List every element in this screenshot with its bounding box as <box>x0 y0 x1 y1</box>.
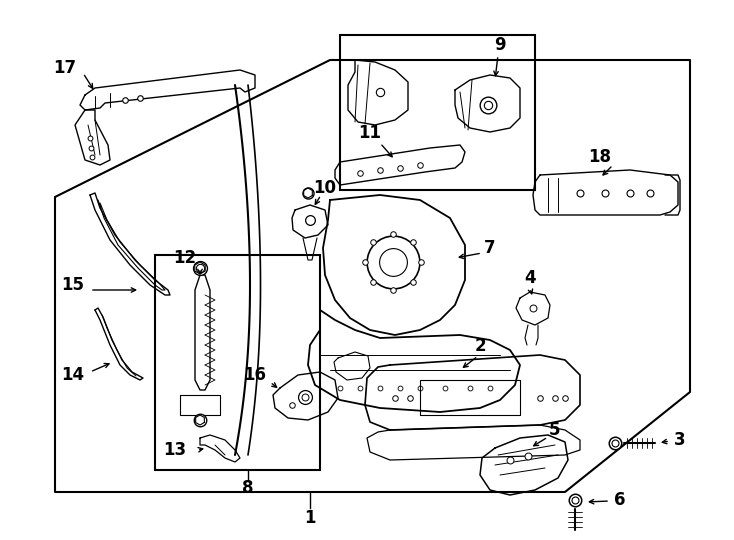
Text: 8: 8 <box>242 479 254 497</box>
Text: 11: 11 <box>358 124 382 142</box>
Text: 18: 18 <box>589 148 611 166</box>
Bar <box>155 255 320 470</box>
Text: 14: 14 <box>62 366 84 384</box>
Text: 3: 3 <box>675 431 686 449</box>
Text: 9: 9 <box>494 36 506 54</box>
Bar <box>340 35 535 190</box>
Text: 2: 2 <box>474 337 486 355</box>
Text: 12: 12 <box>173 249 197 267</box>
Text: 13: 13 <box>164 441 186 459</box>
Text: 4: 4 <box>524 269 536 287</box>
Text: 10: 10 <box>313 179 336 197</box>
Text: 6: 6 <box>614 491 626 509</box>
Text: 1: 1 <box>305 509 316 527</box>
Text: 7: 7 <box>484 239 495 257</box>
Text: 5: 5 <box>549 421 561 439</box>
Text: 16: 16 <box>244 366 266 384</box>
Text: 17: 17 <box>54 59 76 77</box>
Text: 15: 15 <box>62 276 84 294</box>
